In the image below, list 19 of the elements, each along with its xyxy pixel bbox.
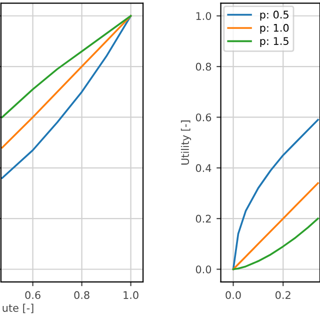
- y-tick-label: 0.0: [196, 265, 212, 274]
- line-series: [232, 118, 319, 270]
- line-series: [232, 218, 319, 270]
- line-series: [232, 182, 319, 270]
- y-tick-label: 0.6: [196, 113, 212, 122]
- x-tick-label: 0.8: [74, 291, 90, 300]
- y-tick-label: 0.4: [196, 164, 212, 172]
- legend-label: p: 0.5: [260, 10, 288, 21]
- y-tick-label: 0.2: [196, 214, 211, 223]
- x-tick-label: 0.0: [226, 291, 241, 300]
- y-tick-label: 1.0: [196, 12, 212, 20]
- legend-label: p: 1.0: [260, 24, 289, 34]
- x-tick-label: 0.2: [276, 291, 290, 300]
- x-axis-title: ute [-]: [2, 304, 34, 314]
- x-tick-label: 1.0: [124, 291, 138, 300]
- y-tick-label: 0.8: [196, 62, 212, 71]
- y-axis-title: Utility [-]: [180, 120, 192, 165]
- legend-label: p: 1.5: [260, 37, 288, 47]
- x-tick-label: 0.6: [25, 291, 40, 300]
